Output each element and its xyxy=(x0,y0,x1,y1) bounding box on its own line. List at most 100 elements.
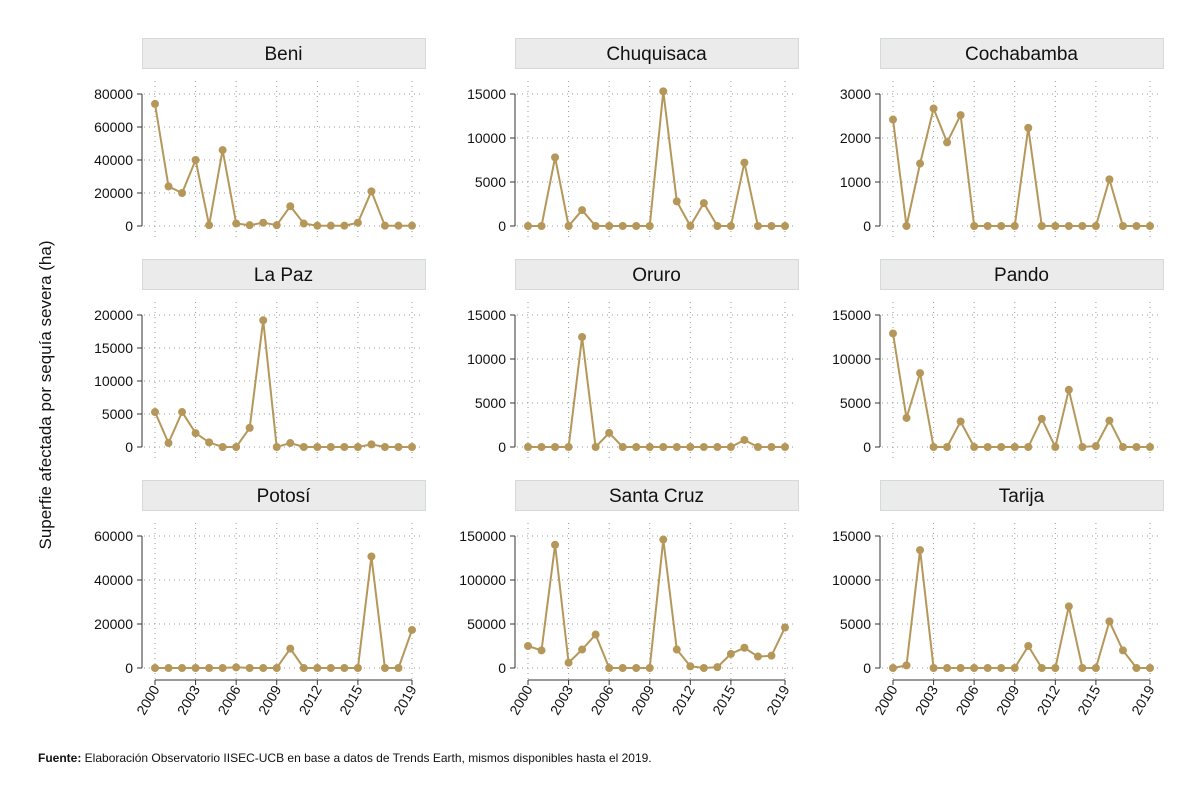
data-point xyxy=(591,443,600,451)
data-point xyxy=(164,439,173,448)
data-point xyxy=(618,443,627,451)
data-point xyxy=(1091,442,1100,451)
y-tick-label: 0 xyxy=(498,660,506,676)
y-tick-label: 10000 xyxy=(832,572,871,588)
data-point xyxy=(713,443,722,451)
data-point xyxy=(272,221,281,230)
data-point xyxy=(394,221,403,230)
y-tick-label: 0 xyxy=(863,439,871,455)
series-line xyxy=(892,105,1150,227)
panel-tarija: Tarija 0 5000 10000 15000 2000 2003 2006 2009 201… xyxy=(832,480,1164,717)
data-point xyxy=(889,664,897,672)
data-point xyxy=(151,99,159,108)
data-point xyxy=(286,202,295,211)
y-tick-label: 80000 xyxy=(94,86,133,102)
y-tick-label: 1000 xyxy=(840,174,871,190)
data-point xyxy=(299,443,308,451)
data-point xyxy=(781,623,789,632)
data-point xyxy=(272,664,281,672)
data-point xyxy=(380,443,389,451)
y-tick-label: 10000 xyxy=(832,351,871,367)
data-point xyxy=(740,435,749,444)
panel-title: Chuquisaca xyxy=(606,44,707,65)
data-point xyxy=(956,111,965,120)
data-point xyxy=(1091,222,1100,230)
data-point xyxy=(1051,443,1060,451)
y-tick-label: 5000 xyxy=(840,395,871,411)
data-point xyxy=(408,221,416,230)
x-tick-label: 2015 xyxy=(336,682,366,717)
data-point xyxy=(686,662,695,671)
data-point xyxy=(1037,222,1046,230)
panel-strip xyxy=(515,480,799,511)
data-point xyxy=(618,664,627,672)
panel-strip xyxy=(515,38,799,69)
data-point xyxy=(929,443,938,451)
data-point xyxy=(218,443,227,451)
data-point xyxy=(205,664,214,672)
data-point xyxy=(699,443,708,451)
x-tick-label: 2015 xyxy=(1074,682,1104,717)
data-point xyxy=(564,222,573,230)
data-point xyxy=(537,222,546,230)
data-point xyxy=(353,218,362,227)
data-point xyxy=(1146,222,1154,230)
series-line xyxy=(154,320,412,449)
data-point xyxy=(1091,664,1100,672)
data-point xyxy=(1118,443,1127,451)
y-tick-label: 0 xyxy=(498,218,506,234)
data-point xyxy=(151,408,159,417)
x-tick-label: 2006 xyxy=(214,682,244,717)
data-point xyxy=(659,535,668,544)
data-point xyxy=(753,443,762,451)
data-point xyxy=(686,443,695,451)
data-point xyxy=(902,661,911,670)
data-point xyxy=(659,87,668,96)
panel-beni: Beni 0 20000 40000 60000 80000 xyxy=(94,38,426,238)
data-point xyxy=(178,408,187,417)
x-tick-label: 2000 xyxy=(133,682,163,717)
y-tick-label: 0 xyxy=(498,439,506,455)
data-point xyxy=(394,664,403,672)
data-point xyxy=(929,104,938,113)
data-point xyxy=(191,156,200,164)
y-tick-label: 5000 xyxy=(102,406,133,422)
y-tick-label: 50000 xyxy=(467,616,506,632)
series-line xyxy=(528,91,785,229)
data-point xyxy=(178,189,187,197)
data-point xyxy=(916,369,925,378)
x-tick-label: 2000 xyxy=(871,682,901,717)
panel-strip xyxy=(142,38,426,69)
data-point xyxy=(1078,443,1087,451)
data-point xyxy=(326,664,335,672)
data-point xyxy=(205,438,214,447)
data-point xyxy=(726,222,735,230)
data-point xyxy=(313,221,322,230)
y-tick-label: 0 xyxy=(863,218,871,234)
x-tick-label: 2003 xyxy=(174,682,204,717)
data-point xyxy=(997,664,1006,672)
data-point xyxy=(713,663,722,672)
data-point xyxy=(916,159,925,168)
data-point xyxy=(1078,222,1087,230)
data-point xyxy=(970,222,979,230)
panel-strip xyxy=(142,259,426,290)
data-point xyxy=(259,664,268,672)
y-tick-label: 5000 xyxy=(840,616,871,632)
data-point xyxy=(380,664,389,672)
y-tick-label: 10000 xyxy=(467,351,506,367)
data-point xyxy=(740,158,749,167)
data-point xyxy=(551,540,560,549)
panel-strip xyxy=(142,480,426,511)
data-point xyxy=(326,221,335,230)
data-point xyxy=(605,428,614,437)
data-point xyxy=(259,218,268,227)
data-point xyxy=(767,443,776,451)
y-tick-label: 40000 xyxy=(94,152,133,168)
data-point xyxy=(983,664,992,672)
data-point xyxy=(551,443,560,451)
data-point xyxy=(699,199,708,208)
panel-cochabamba: Cochabamba 0 1000 2000 3000 xyxy=(840,38,1164,238)
y-tick-label: 15000 xyxy=(467,307,506,323)
data-point xyxy=(645,222,654,230)
